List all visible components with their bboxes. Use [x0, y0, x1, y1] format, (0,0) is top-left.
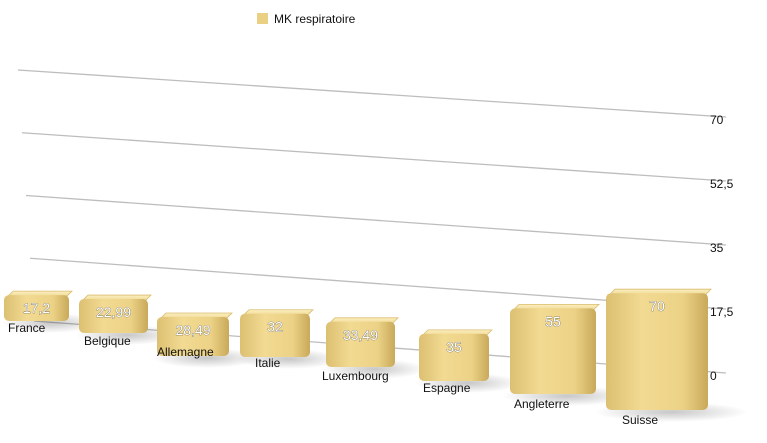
y-tick-label: 0 [710, 369, 717, 383]
bar-front-face [4, 295, 69, 321]
gridline [17, 69, 727, 118]
y-tick-label: 70 [710, 113, 724, 127]
category-label: Allemagne [157, 345, 214, 359]
y-axis-tick-labels: 0 17,5 35 52,5 70 [710, 113, 734, 383]
y-tick-label: 17,5 [710, 305, 734, 319]
bar-allemagne: 28,49 [157, 312, 233, 356]
bar-espagne: 35 [419, 329, 493, 381]
bar-front-face [419, 333, 489, 381]
data-label: 33,49 [343, 327, 378, 343]
legend-swatch [257, 13, 268, 24]
bar-front-face [157, 316, 229, 356]
category-label: Angleterre [514, 397, 570, 411]
data-label: 28,49 [175, 322, 210, 338]
bar-suisse: 70 [606, 288, 712, 410]
data-label: 17,2 [23, 300, 50, 316]
y-tick-label: 52,5 [710, 177, 734, 191]
bar-france: 17,2 [4, 290, 73, 321]
data-label: 70 [649, 298, 665, 314]
legend: MK respiratoire [257, 12, 356, 26]
data-label: 55 [545, 313, 561, 329]
category-label: Belgique [84, 334, 131, 348]
category-label: France [8, 321, 46, 335]
category-label: Espagne [423, 381, 471, 395]
data-label: 22,99 [96, 304, 131, 320]
category-label: Luxembourg [322, 369, 389, 383]
data-label: 32 [267, 319, 283, 335]
bar-luxembourg: 33,49 [326, 317, 399, 367]
bar-front-face [326, 321, 395, 367]
legend-label: MK respiratoire [274, 12, 356, 26]
bar-italie: 32 [240, 309, 314, 357]
bar-angleterre: 55 [510, 304, 600, 394]
bar-front-face [240, 313, 310, 357]
bar-belgique: 22,99 [79, 294, 152, 333]
y-tick-label: 35 [710, 241, 724, 255]
data-label: 35 [446, 339, 462, 355]
category-label: Italie [255, 356, 281, 370]
gridline [21, 132, 727, 182]
bar-front-face [606, 293, 708, 410]
bar-front-face [79, 299, 148, 333]
bar-front-face [510, 308, 596, 394]
category-labels: France Belgique Allemagne Italie Luxembourg E… [8, 321, 658, 427]
bars: 17,2 22,99 28,49 32 33,49 35 55 70 [4, 288, 712, 410]
gridline [25, 194, 727, 246]
category-label: Suisse [622, 413, 658, 427]
